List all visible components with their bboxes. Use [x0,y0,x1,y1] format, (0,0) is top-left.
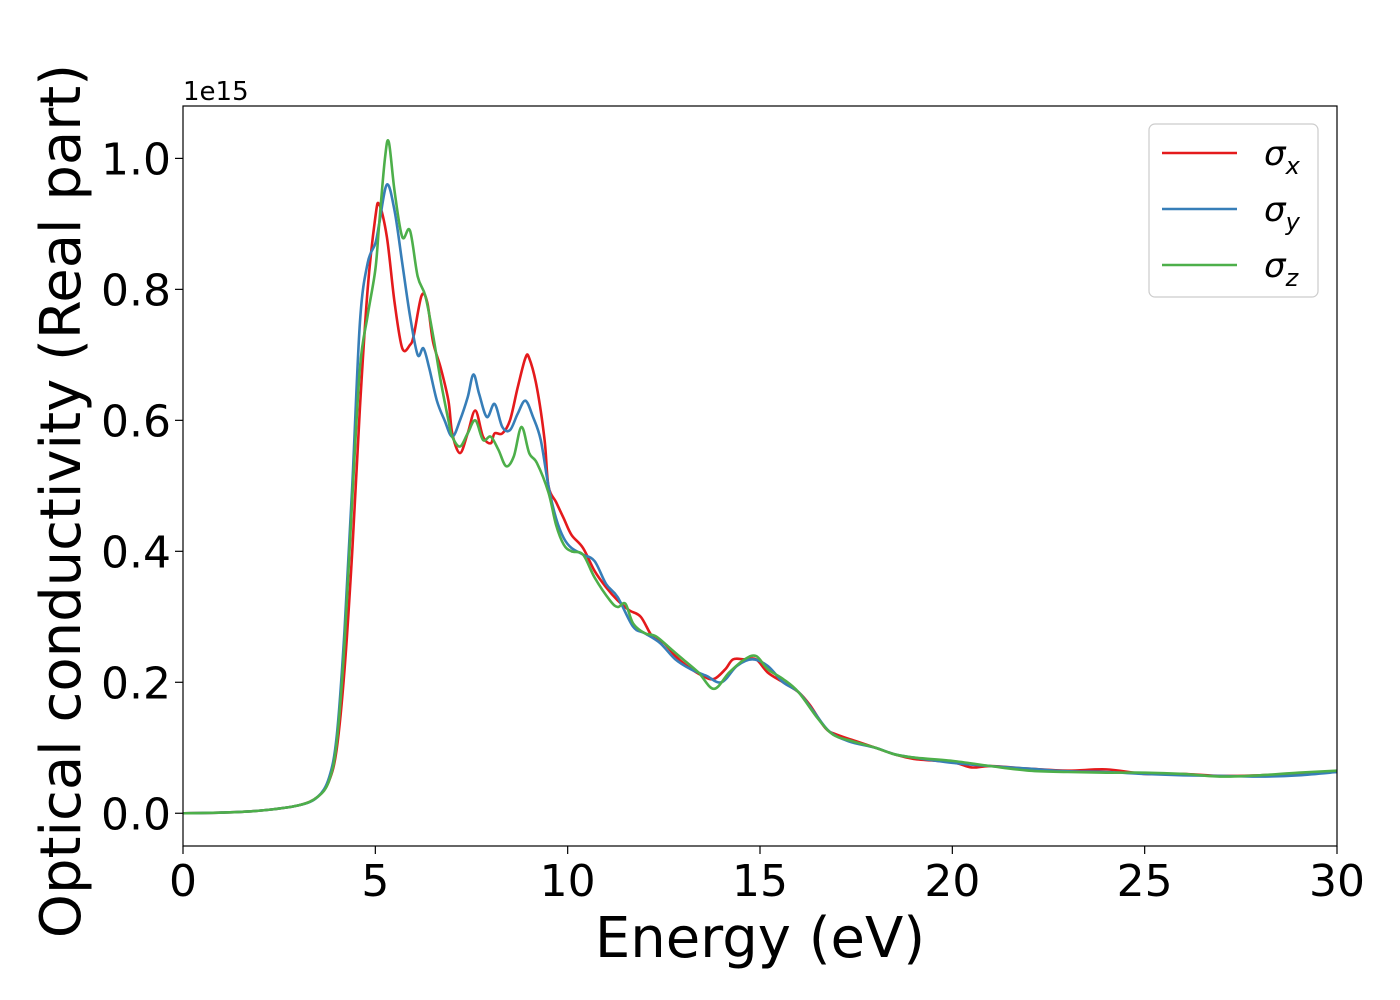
y-tick-label: 1.0 [101,134,171,185]
legend-label: σy [1264,190,1301,236]
x-tick-label: 20 [924,856,980,907]
series-lines [183,139,1337,815]
legend-label: σx [1264,134,1301,180]
x-tick-label: 15 [732,856,788,907]
x-axis: 0 5 10 15 20 25 30 [169,846,1365,907]
legend-box [1148,123,1319,298]
x-axis-label: Energy (eV) [595,906,925,971]
x-tick-label: 25 [1117,856,1173,907]
legend: σx σy σz [1148,123,1319,298]
y-axis: 0.0 0.2 0.4 0.6 0.8 1.0 [101,134,183,840]
x-tick-label: 10 [540,856,596,907]
y-offset-label: 1e15 [183,77,249,107]
y-tick-label: 0.0 [101,789,171,840]
y-tick-label: 0.8 [101,265,171,316]
x-tick-label: 0 [169,856,197,907]
legend-label: σz [1264,246,1300,292]
y-tick-label: 0.4 [101,527,171,578]
y-tick-label: 0.2 [101,658,171,709]
y-tick-label: 0.6 [101,396,171,447]
x-tick-label: 30 [1309,856,1365,907]
series-line-z [183,139,1337,815]
y-axis-label: Optical conductivity (Real part) [29,64,94,938]
x-tick-label: 5 [361,856,389,907]
